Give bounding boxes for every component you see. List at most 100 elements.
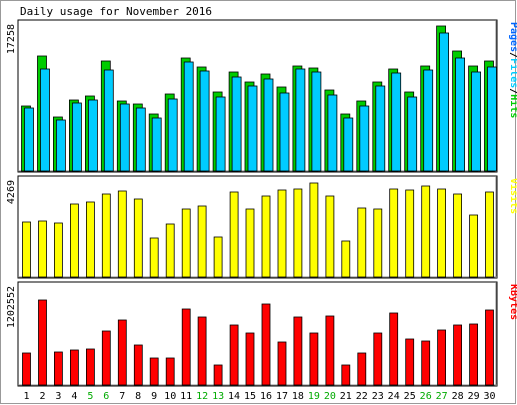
bar-files-day-29 (471, 71, 482, 172)
bar-kbytes-day-10 (165, 357, 175, 386)
bar-kbytes-day-29 (469, 323, 479, 386)
chart-title: Daily usage for November 2016 (20, 5, 212, 18)
bar-visits-day-28 (453, 193, 463, 278)
bar-kbytes-day-1 (22, 352, 31, 386)
bar-files-day-22 (359, 105, 370, 172)
x-tick-label-day-15: 15 (244, 391, 256, 402)
y-axis-legend: Pages/Files/Hits (508, 22, 517, 118)
bar-files-day-11 (183, 61, 194, 172)
bar-files-day-8 (135, 107, 146, 172)
x-tick-label-day-29: 29 (468, 391, 480, 402)
panel-frame (17, 175, 498, 279)
bar-kbytes-day-18 (293, 316, 303, 386)
bar-kbytes-day-28 (453, 324, 463, 386)
x-tick-label-day-4: 4 (71, 391, 77, 402)
x-tick-label-day-19: 19 (308, 391, 320, 402)
bar-files-day-14 (231, 76, 242, 172)
bar-files-day-25 (407, 96, 418, 172)
bar-files-day-23 (375, 85, 386, 172)
bar-kbytes-day-25 (405, 338, 415, 386)
bar-kbytes-day-21 (341, 364, 351, 386)
bar-kbytes-day-4 (70, 349, 79, 386)
bar-kbytes-day-14 (229, 324, 239, 386)
bar-files-day-6 (103, 69, 114, 172)
x-tick-label-day-1: 1 (23, 391, 29, 402)
x-tick-label-day-18: 18 (292, 391, 304, 402)
bar-kbytes-day-6 (101, 330, 111, 386)
bar-files-day-1 (24, 107, 34, 172)
panel-bottom: 1202552 KBytes (6, 281, 517, 387)
bar-files-day-21 (343, 117, 354, 172)
bar-files-day-28 (455, 57, 466, 172)
x-tick-label-day-3: 3 (55, 391, 61, 402)
x-tick-label-day-9: 9 (151, 391, 157, 402)
bar-visits-day-8 (133, 198, 143, 278)
bar-kbytes-day-11 (181, 308, 191, 386)
bar-kbytes-day-19 (309, 332, 319, 386)
bar-files-day-12 (199, 70, 210, 172)
x-tick-label-day-27: 27 (436, 391, 448, 402)
y-tick-label: 4269 (6, 180, 17, 204)
panel-top: 17258 Pages/Files/Hits (6, 19, 517, 173)
y-tick-label: 17258 (6, 24, 17, 54)
bar-files-day-7 (119, 103, 130, 172)
bar-visits-day-25 (405, 189, 415, 278)
y-tick-label: 1202552 (6, 286, 17, 328)
x-tick-label-day-13: 13 (212, 391, 224, 402)
panel-middle: 4269 Visits (6, 175, 517, 279)
bar-visits-day-16 (261, 195, 271, 278)
x-tick-label-day-20: 20 (324, 391, 336, 402)
x-tick-label-day-11: 11 (180, 391, 192, 402)
x-tick-label-day-21: 21 (340, 391, 352, 402)
bar-files-day-19 (311, 71, 322, 172)
bar-kbytes-day-12 (197, 316, 207, 386)
x-tick-label-day-17: 17 (276, 391, 288, 402)
bar-files-day-17 (279, 92, 290, 172)
bar-kbytes-day-2 (38, 299, 47, 386)
bar-files-day-13 (215, 96, 226, 172)
bar-files-day-16 (263, 78, 274, 172)
x-tick-label-day-10: 10 (164, 391, 176, 402)
bars-bottom (22, 299, 494, 386)
x-tick-label-day-25: 25 (404, 391, 416, 402)
bar-kbytes-day-20 (325, 315, 335, 386)
x-tick-label-day-5: 5 (87, 391, 93, 402)
bar-visits-day-1 (22, 221, 31, 278)
x-tick-label-day-2: 2 (39, 391, 45, 402)
bar-files-day-24 (391, 72, 402, 172)
bar-visits-day-3 (54, 222, 63, 278)
bar-visits-day-23 (373, 208, 383, 278)
bar-visits-day-24 (389, 188, 399, 278)
bar-kbytes-day-24 (389, 312, 399, 386)
bar-visits-day-15 (245, 208, 255, 278)
x-tick-label-day-16: 16 (260, 391, 272, 402)
x-tick-label-day-30: 30 (483, 391, 495, 402)
bar-visits-day-13 (213, 236, 223, 278)
x-tick-label-day-6: 6 (103, 391, 109, 402)
x-tick-label-day-22: 22 (356, 391, 368, 402)
bar-files-day-27 (439, 32, 450, 172)
x-tick-label-day-7: 7 (119, 391, 125, 402)
bars-top (21, 25, 497, 172)
bar-kbytes-day-15 (245, 332, 255, 386)
bar-kbytes-day-23 (373, 332, 383, 386)
bar-files-day-4 (72, 102, 82, 172)
bar-visits-day-21 (341, 240, 351, 278)
x-tick-label-day-14: 14 (228, 391, 240, 402)
bar-files-day-2 (40, 68, 50, 172)
bar-kbytes-day-17 (277, 341, 287, 386)
y-axis-legend: Visits (508, 178, 517, 214)
bar-files-day-26 (423, 69, 434, 172)
bar-visits-day-29 (469, 214, 479, 278)
bar-kbytes-day-13 (213, 364, 223, 386)
bar-visits-day-12 (197, 205, 207, 278)
bar-kbytes-day-22 (357, 352, 367, 386)
bar-files-day-20 (327, 94, 338, 172)
bar-files-day-15 (247, 85, 258, 172)
bar-files-day-3 (56, 119, 66, 172)
bar-visits-day-11 (181, 208, 191, 278)
bar-visits-day-19 (309, 182, 319, 278)
bar-kbytes-day-5 (86, 348, 95, 386)
bar-visits-day-27 (437, 188, 447, 278)
